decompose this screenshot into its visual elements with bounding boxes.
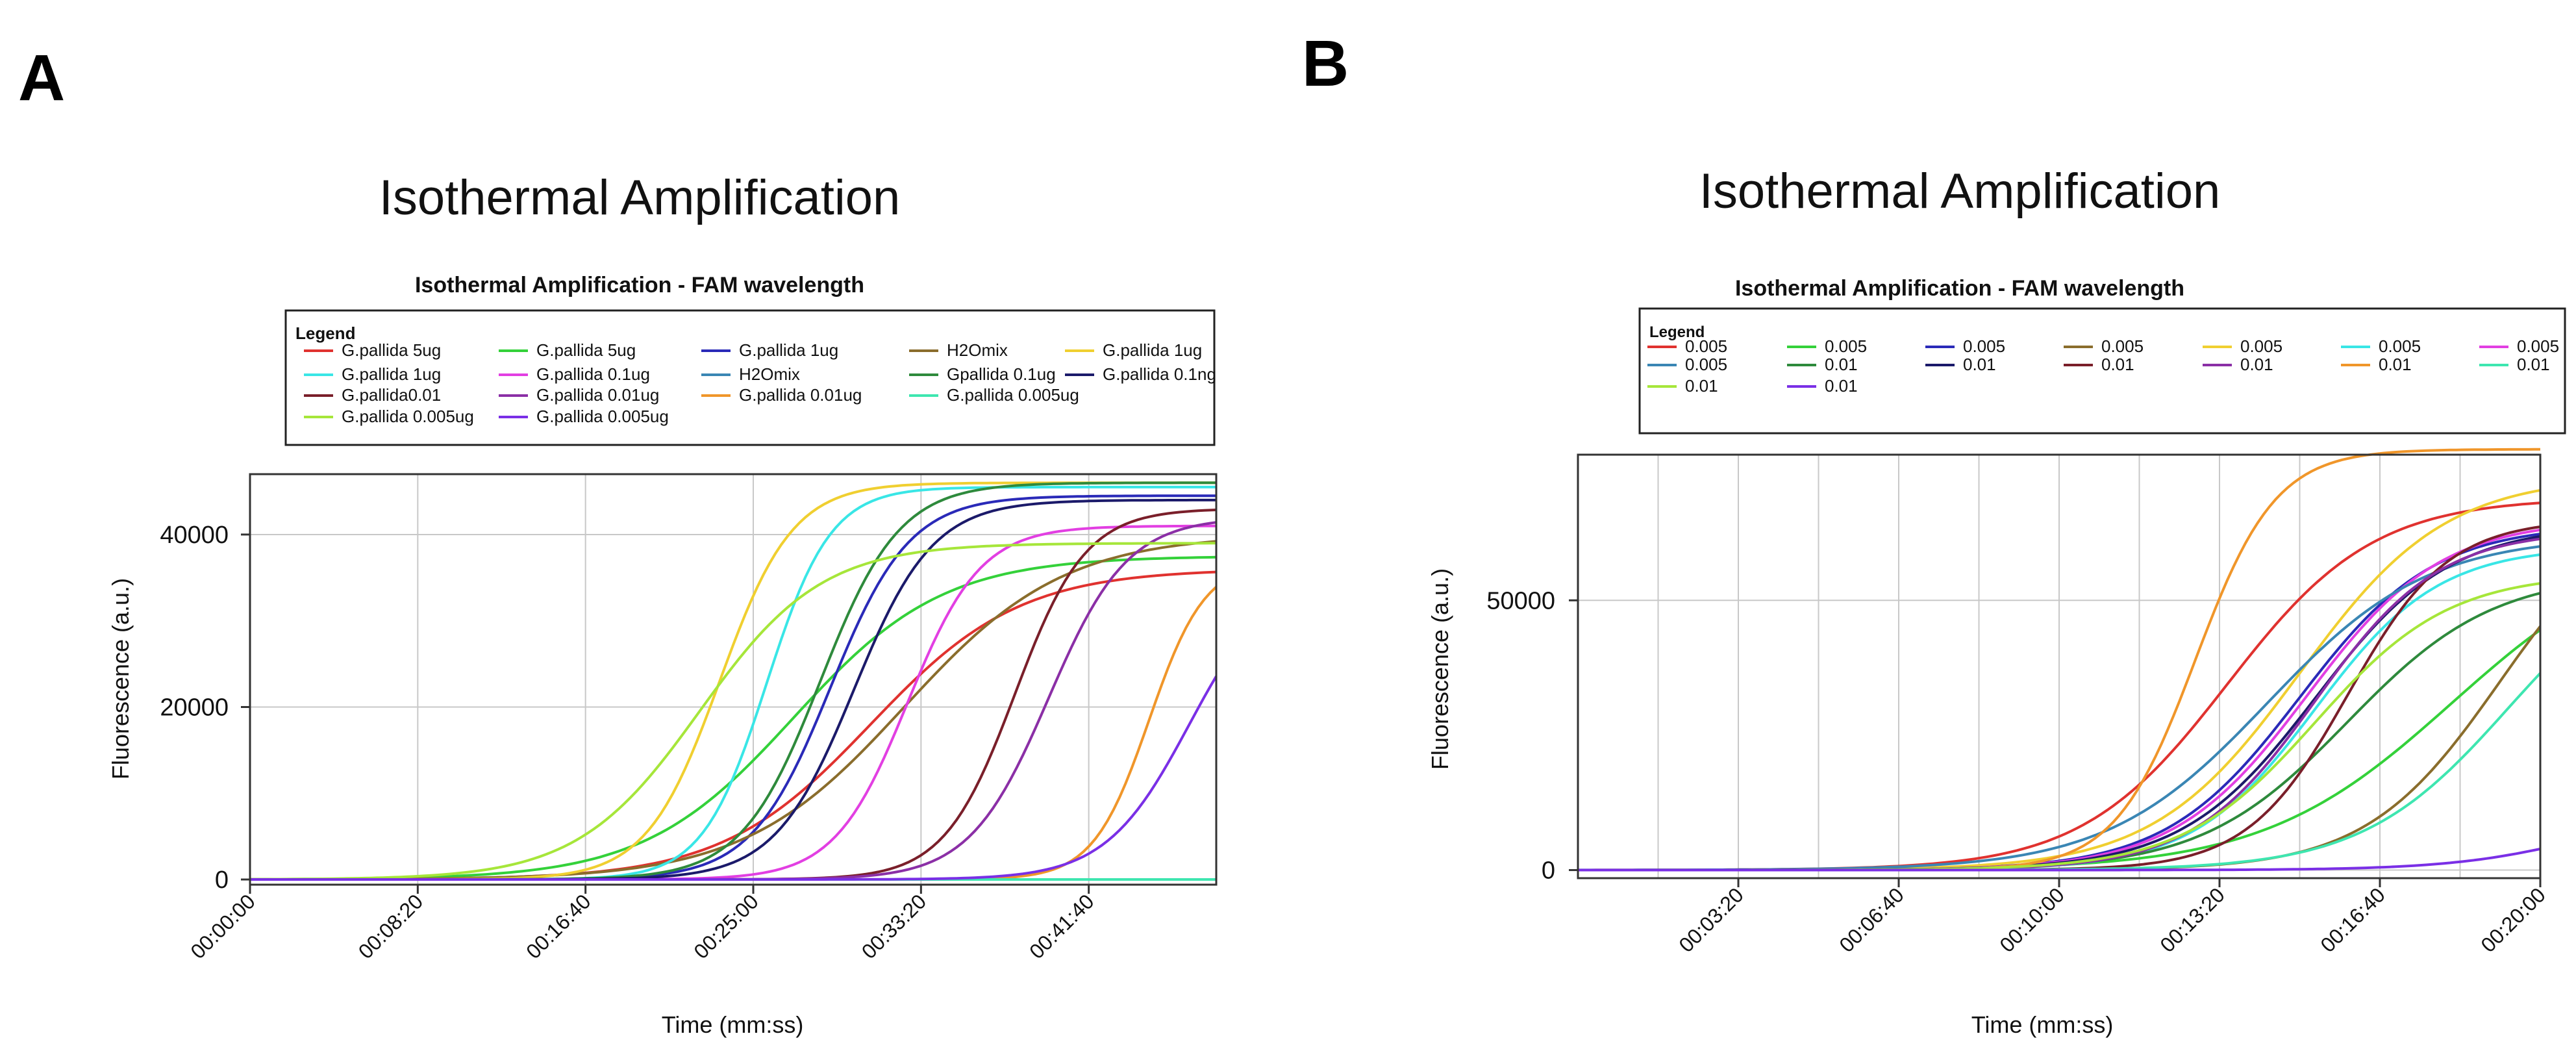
legend-entry: G.pallida 0.005ug: [342, 407, 474, 426]
y-tick-label: 40000: [160, 522, 229, 549]
legend-box: [284, 309, 1216, 446]
x-tick-label: 00:00:00: [186, 889, 260, 963]
x-tick-label: 00:25:00: [689, 889, 763, 963]
legend-entry: Gpallida 0.1ug: [947, 364, 1056, 384]
legend-entry: 0.005: [1685, 336, 1727, 356]
legend-entry: 0.005: [2517, 336, 2559, 356]
x-tick-label: 00:16:40: [2316, 883, 2390, 957]
legend-entry: 0.005: [1685, 355, 1727, 374]
legend-entry: 0.01: [2101, 355, 2134, 374]
x-tick-label: 00:13:20: [2155, 883, 2229, 957]
legend-entry: 0.01: [2240, 355, 2273, 374]
legend-entry: G.pallida 0.01ug: [536, 385, 659, 405]
x-tick-label: 00:33:20: [857, 889, 931, 963]
x-tick-label: 00:16:40: [521, 889, 595, 963]
legend-entry: 0.01: [1963, 355, 1996, 374]
panel-label-a: A: [18, 42, 66, 114]
legend-entry: 0.005: [2379, 336, 2421, 356]
chart-title: Isothermal Amplification: [1699, 164, 2221, 219]
series-line: [250, 676, 1218, 881]
legend-entry: G.pallida 0.005ug: [947, 385, 1079, 405]
legend-entry: 0.01: [1825, 376, 1858, 396]
series-line: [1578, 847, 2541, 872]
series-line: [250, 542, 1216, 881]
x-tick-label: 00:08:20: [354, 889, 428, 963]
plot-frame: [249, 473, 1218, 886]
legend-entry: 0.005: [1825, 336, 1867, 356]
x-axis-label: Time (mm:ss): [662, 1011, 804, 1038]
legend-entry: G.pallida 1ug: [342, 364, 441, 384]
legend-entry: G.pallida 1ug: [1103, 340, 1202, 360]
y-axis-label: Fluorescence (a.u.): [107, 578, 134, 779]
legend-entry: G.pallida0.01: [342, 385, 441, 405]
legend-title: Legend: [295, 323, 355, 343]
y-tick-label: 20000: [160, 694, 229, 721]
legend-entry: 0.01: [2517, 355, 2550, 374]
panel-label-b: B: [1302, 27, 1349, 100]
legend-entry: 0.01: [2379, 355, 2412, 374]
legend-entry: 0.01: [1685, 376, 1718, 396]
legend-entry: H2Omix: [947, 340, 1008, 360]
legend-entry: 0.01: [1825, 355, 1858, 374]
plot-area: [250, 474, 1216, 885]
y-tick-label: 50000: [1486, 587, 1555, 614]
legend-entry: 0.005: [2101, 336, 2144, 356]
x-tick-label: 00:20:00: [2476, 883, 2550, 957]
legend-box: [1638, 307, 2566, 435]
legend-entry: 0.005: [1963, 336, 2005, 356]
legend-entry: G.pallida 0.01ug: [739, 385, 862, 405]
chart-subtitle: Isothermal Amplification - FAM wavelengt…: [1735, 276, 2184, 301]
y-tick-label: 0: [1542, 857, 1555, 885]
legend-entry: G.pallida 5ug: [536, 340, 636, 360]
chart-subtitle: Isothermal Amplification - FAM wavelengt…: [415, 273, 864, 297]
legend-entry: H2Omix: [739, 364, 800, 384]
y-axis-label: Fluorescence (a.u.): [1427, 568, 1453, 770]
legend-entry: G.pallida 0.005ug: [536, 407, 669, 426]
legend-entry: 0.005: [2240, 336, 2282, 356]
legend-entry: G.pallida 1ug: [739, 340, 838, 360]
legend-entry: G.pallida 0.1ug: [536, 364, 650, 384]
x-tick-label: 00:06:40: [1834, 883, 1908, 957]
x-axis-label: Time (mm:ss): [1971, 1011, 2114, 1038]
legend-entry: G.pallida 0.1ng: [1103, 364, 1216, 384]
chart-title: Isothermal Amplification: [379, 170, 901, 225]
x-tick-label: 00:03:20: [1674, 883, 1748, 957]
legend-entry: G.pallida 5ug: [342, 340, 441, 360]
x-tick-label: 00:10:00: [1995, 883, 2069, 957]
x-tick-label: 00:41:40: [1025, 889, 1099, 963]
legend-title: Legend: [1649, 323, 1705, 341]
y-tick-label: 0: [215, 866, 229, 894]
